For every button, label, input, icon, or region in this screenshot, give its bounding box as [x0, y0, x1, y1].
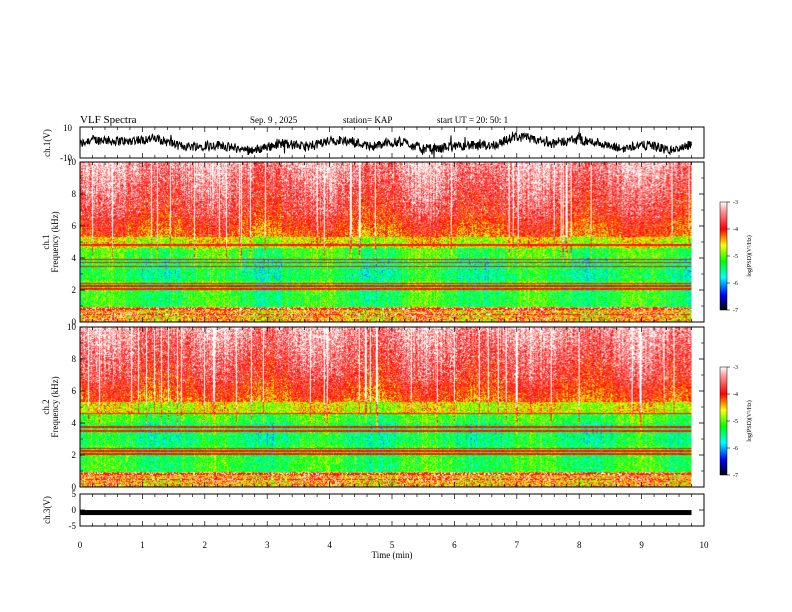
y-tick-label: 2 — [72, 450, 77, 460]
ch1-colorbar-label: log(PSD)(V²/Hz) — [746, 235, 753, 276]
y-tick-label: 8 — [72, 354, 77, 364]
figure-title: VLF Spectra — [80, 114, 137, 126]
ch2-colorbar: -3 -4 -5 -6 -7 log(PSD)(V²/Hz) — [719, 365, 753, 479]
colorbar-tick-label: -4 — [733, 227, 738, 233]
x-tick-label: 4 — [327, 540, 332, 550]
ch2-spec-ylabel-top: ch.2 — [41, 399, 51, 414]
x-tick-label: 8 — [577, 540, 582, 550]
ch1-colorbar: -3 -4 -5 -6 -7 log(PSD)(V²/Hz) — [719, 200, 753, 314]
ch1-spec-ylabel: Frequency (kHz) — [50, 211, 60, 272]
ch3-ylabel: ch.3(V) — [42, 496, 52, 524]
ch2-colorbar-label: log(PSD)(V²/Hz) — [746, 400, 753, 441]
y-tick-label: 4 — [72, 253, 77, 263]
x-axis-label: Time (min) — [372, 550, 413, 560]
y-tick-label: 4 — [72, 418, 77, 428]
ch1-ytick-bottom: -10 — [60, 153, 72, 163]
ch1-waveform-trace — [79, 131, 692, 158]
ch1-spectrogram-image — [80, 162, 692, 322]
colorbar-tick-label: -5 — [733, 419, 738, 425]
x-tick-label: 5 — [390, 540, 395, 550]
y-tick-label: 6 — [72, 386, 77, 396]
ch1-ytick-top: 10 — [63, 123, 73, 133]
colorbar-tick-label: -7 — [733, 308, 738, 314]
y-tick-label: 10 — [67, 322, 77, 332]
y-tick-label: 0 — [72, 505, 77, 515]
ch2-spectrogram-image — [80, 327, 692, 487]
y-tick-label: 2 — [72, 285, 77, 295]
x-tick-label: 9 — [639, 540, 644, 550]
x-tick-label: 3 — [265, 540, 270, 550]
y-tick-label: 8 — [72, 189, 77, 199]
ch1-spectrogram-panel: 0 2 4 6 8 10 ch.1 Frequency (kHz) — [41, 157, 705, 327]
y-tick-label: 6 — [72, 221, 77, 231]
start-time-label: start UT = 20: 50: 1 — [437, 115, 508, 125]
ch1-ylabel: ch.1(V) — [42, 129, 52, 157]
colorbar-tick-label: -6 — [733, 446, 738, 452]
x-tick-label: 0 — [78, 540, 83, 550]
ch1-spec-ylabel-top: ch.1 — [41, 234, 51, 249]
x-tick-label: 2 — [203, 540, 208, 550]
colorbar-tick-label: -4 — [733, 392, 738, 398]
x-tick-label: 7 — [515, 540, 520, 550]
colorbar-tick-label: -7 — [733, 473, 738, 479]
y-tick-label: 0 — [72, 482, 77, 492]
y-tick-label: 10 — [67, 157, 77, 167]
ch3-waveform-trace — [80, 510, 692, 516]
y-tick-label: 5 — [72, 489, 77, 499]
x-tick-label: 6 — [452, 540, 457, 550]
ch1-waveform-panel: 10 -10 ch.1(V) — [42, 123, 705, 163]
colorbar-tick-label: -5 — [733, 254, 738, 260]
x-axis-tick-labels: 0 1 2 3 4 5 6 7 8 9 10 — [78, 540, 709, 550]
ch3-waveform-panel: 5 0 -5 ch.3(V) — [42, 489, 705, 531]
colorbar-tick-label: -3 — [733, 200, 738, 206]
ch2-spectrogram-panel: 0 2 4 6 8 10 ch.2 Frequency (kHz) — [41, 322, 705, 492]
colorbar-tick-label: -3 — [733, 365, 738, 371]
colorbar-tick-label: -6 — [733, 281, 738, 287]
x-tick-label: 10 — [700, 540, 710, 550]
y-tick-label: -5 — [69, 521, 77, 531]
date-label: Sep. 9 , 2025 — [250, 115, 298, 125]
ch2-spec-ylabel: Frequency (kHz) — [50, 376, 60, 437]
x-tick-label: 1 — [140, 540, 145, 550]
y-tick-label: 0 — [72, 317, 77, 327]
station-label: station= KAP — [343, 115, 392, 125]
ch1-colorbar-gradient — [719, 201, 728, 311]
ch2-colorbar-gradient — [719, 366, 728, 476]
